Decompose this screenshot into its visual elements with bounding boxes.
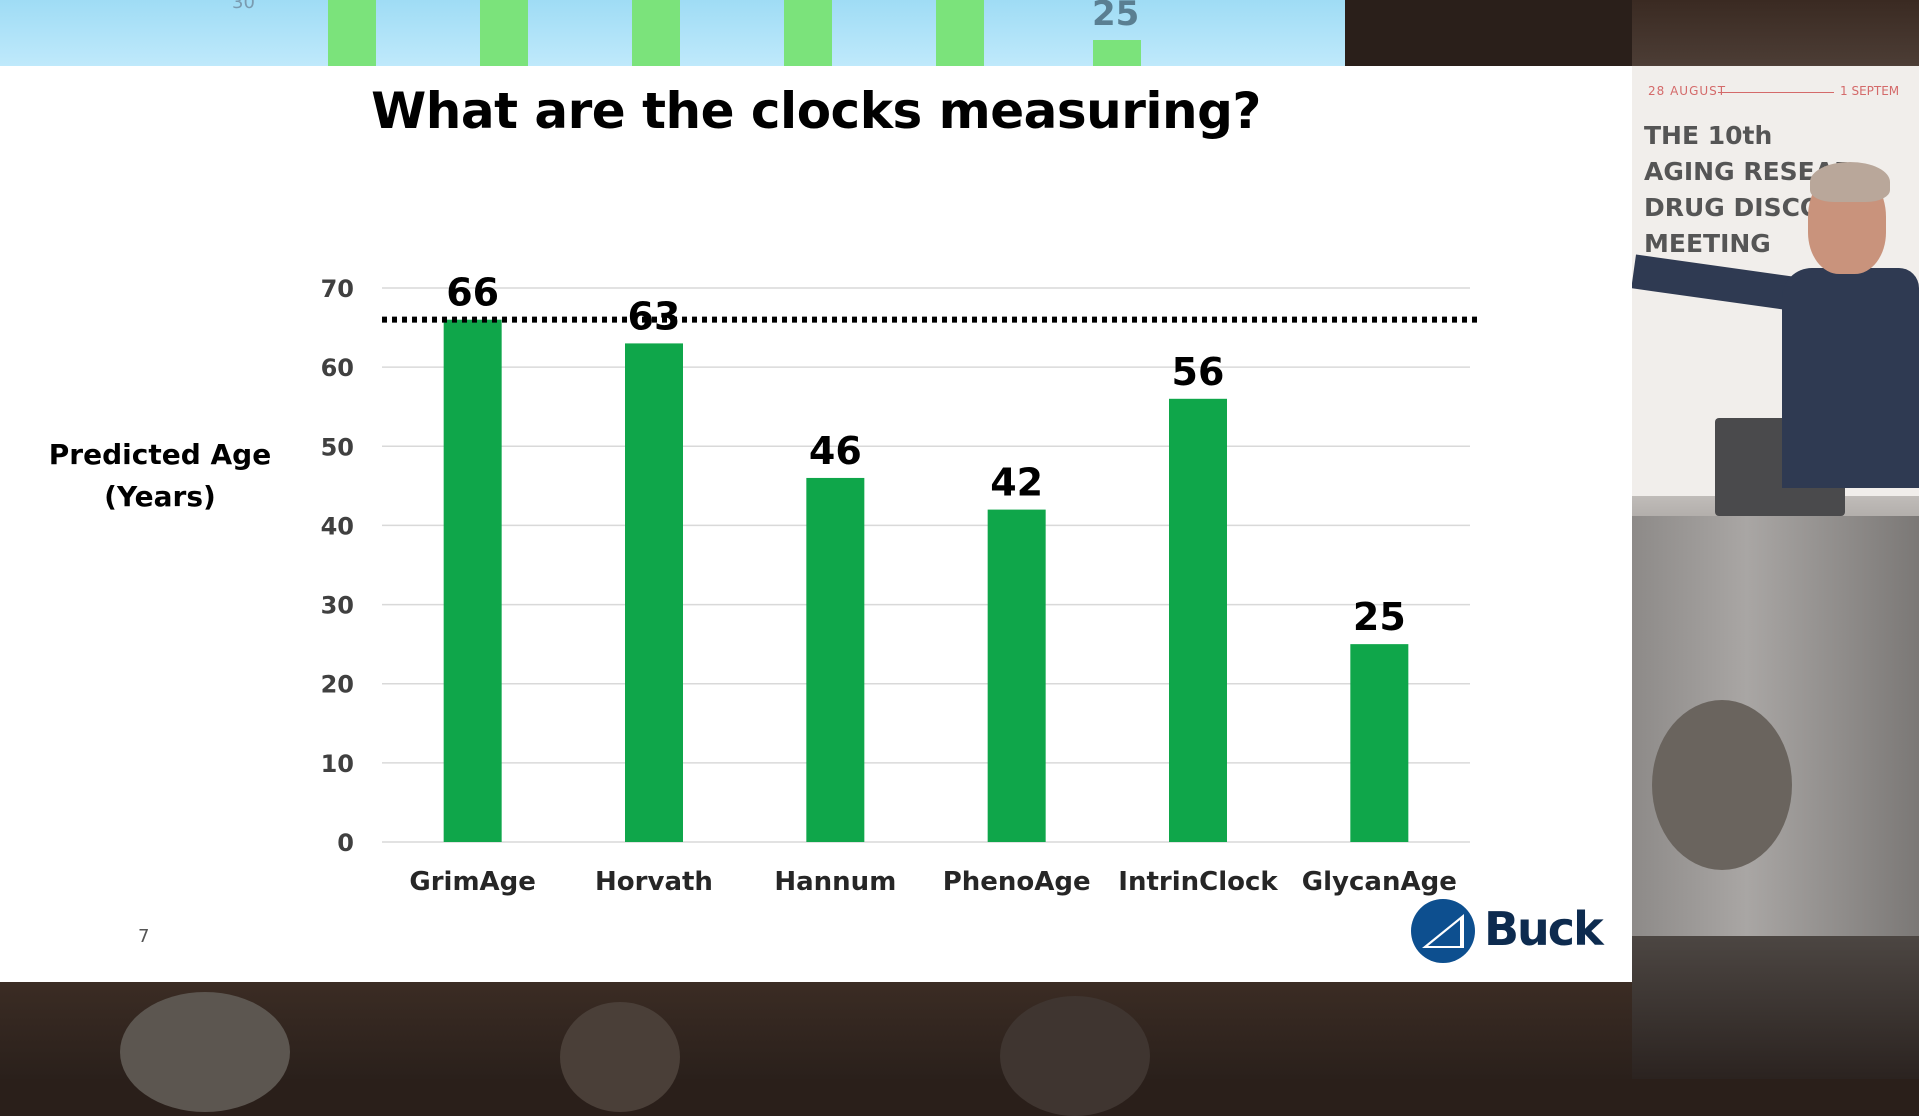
audience-head (560, 1002, 680, 1112)
bar (1350, 644, 1409, 842)
buck-logo: Buck (1408, 896, 1608, 966)
banner-title: THE 10th AGING RESEAR DRUG DISCO MEETING (1644, 118, 1853, 262)
audience-area (0, 982, 1632, 1116)
banner-date-start: 28 AUGUST (1648, 84, 1727, 98)
slide-title: What are the clocks measuring? (371, 82, 1261, 140)
bar (806, 477, 865, 842)
presentation-slide: What are the clocks measuring? Predicted… (0, 66, 1632, 982)
banner-line: DRUG DISCO (1644, 193, 1822, 222)
y-tick-label: 0 (337, 829, 354, 857)
y-tick-label: 20 (321, 671, 354, 699)
buck-logo-text: Buck (1484, 902, 1604, 956)
bar (1169, 398, 1227, 842)
y-tick-label: 30 (321, 592, 354, 620)
speaker-hair (1810, 162, 1890, 202)
background-bar (632, 0, 680, 66)
data-label: 42 (990, 461, 1043, 505)
x-tick-label: IntrinClock (1118, 867, 1278, 897)
x-tick-label: GlycanAge (1302, 867, 1457, 897)
background-bar (936, 0, 984, 66)
background-stage: 28 AUGUST 1 SEPTEM THE 10th AGING RESEAR… (1632, 0, 1919, 1079)
data-label: 66 (446, 271, 499, 315)
data-label: 63 (628, 294, 681, 338)
banner-line: MEETING (1644, 229, 1771, 258)
page-number: 7 (138, 926, 150, 947)
banner-date-end: 1 SEPTEM (1840, 84, 1900, 98)
background-bar-label: 25 (1092, 0, 1140, 34)
banner-divider (1718, 92, 1834, 93)
background-bar (328, 0, 376, 66)
y-axis-label-line1: Predicted Age (48, 438, 272, 471)
data-label: 25 (1353, 595, 1406, 639)
background-bar (480, 0, 528, 66)
bar (625, 343, 683, 842)
y-tick-label: 50 (321, 433, 354, 461)
background-bar (1093, 40, 1141, 66)
x-tick-label: Horvath (595, 867, 713, 897)
background-tick-label: 30 (232, 0, 255, 13)
x-tick-label: PhenoAge (943, 867, 1091, 897)
buck-logo-icon (1411, 899, 1475, 963)
background-bar (784, 0, 832, 66)
speaker-body (1782, 268, 1919, 488)
bar (987, 509, 1046, 842)
bar (443, 319, 502, 842)
data-label: 56 (1172, 350, 1225, 394)
x-tick-label: GrimAge (409, 867, 536, 897)
y-tick-label: 40 (321, 512, 354, 540)
y-tick-label: 70 (321, 275, 354, 303)
x-tick-label: Hannum (774, 867, 896, 897)
banner-line: THE 10th (1644, 121, 1773, 150)
y-axis-label-line2: (Years) (104, 480, 216, 513)
audience-head (120, 992, 290, 1112)
audience-head (1000, 996, 1150, 1116)
data-label: 46 (809, 429, 862, 473)
y-tick-label: 60 (321, 354, 354, 382)
y-tick-label: 10 (321, 750, 354, 778)
bar-chart: 0 10 20 30 40 50 60 70 66 GrimAge 63 Horvath 46 Hannu… (321, 271, 1482, 897)
y-axis-label: Predicted Age (Years) (40, 434, 280, 518)
background-projection-screen: 30 25 (0, 0, 1345, 66)
audience-head (1652, 700, 1792, 870)
